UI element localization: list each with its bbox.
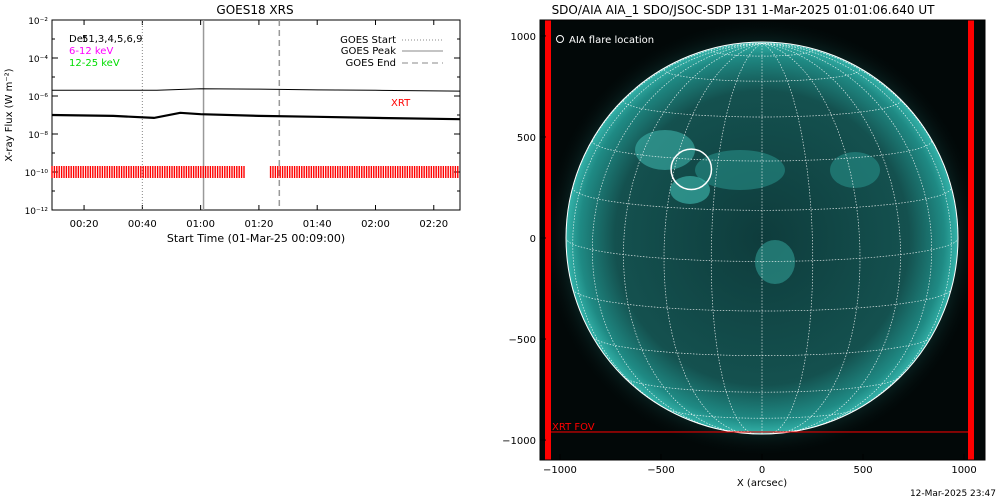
grid-latitude-line bbox=[710, 50, 814, 57]
goes-start-legend: GOES Start bbox=[340, 35, 396, 46]
grid-longitude-line bbox=[761, 43, 901, 433]
grid-longitude-line bbox=[761, 43, 861, 434]
grid-longitude-line bbox=[623, 43, 763, 433]
aia-y-tick-label: −1000 bbox=[502, 436, 536, 447]
goes-x-tick-label: 01:40 bbox=[303, 219, 332, 230]
goes-x-tick-label: 00:40 bbox=[128, 219, 157, 230]
goes-x-tick-label: 01:00 bbox=[186, 219, 215, 230]
grid-longitude-line bbox=[591, 43, 763, 430]
goes-y-tick-label: 10⁻⁶ bbox=[28, 93, 48, 103]
aia-x-tick-label: −1000 bbox=[543, 465, 577, 476]
aia-y-tick-label: 500 bbox=[517, 133, 536, 144]
xrt-fov-right-edge bbox=[968, 20, 974, 460]
goes-panel: GOES18 XRS 00:20 00:40 01:00 01:20 01:40 02:0… bbox=[4, 3, 461, 245]
goes-short-channel-line bbox=[51, 111, 461, 121]
xrt-label: XRT bbox=[391, 98, 411, 109]
goes-peak-legend: GOES Peak bbox=[341, 46, 396, 57]
goes-y-tick-label: 10⁻¹⁰ bbox=[25, 169, 49, 179]
aia-x-tick-label: −500 bbox=[647, 465, 674, 476]
grid-longitude-line bbox=[572, 43, 763, 415]
goes-y-tick-label: 10⁻¹² bbox=[25, 207, 49, 217]
goes-end-legend: GOES End bbox=[346, 58, 396, 69]
grid-longitude-line bbox=[761, 43, 933, 430]
aia-y-tick-label: 1000 bbox=[511, 32, 536, 43]
grid-longitude-line bbox=[710, 43, 763, 434]
aia-y-tick-label: 0 bbox=[530, 234, 536, 245]
det-label: Det bbox=[69, 34, 87, 45]
goes-long-channel-line bbox=[52, 88, 461, 92]
goes-legend-left: Det 51,3,4,5,6,9 6-12 keV 12-25 keV bbox=[69, 34, 142, 69]
grid-latitude-line bbox=[623, 100, 901, 118]
heliographic-grid bbox=[566, 43, 958, 434]
grid-latitude-line bbox=[624, 377, 900, 393]
grid-longitude-line bbox=[761, 43, 814, 434]
grid-longitude-line bbox=[761, 43, 958, 239]
flare-location-circle bbox=[670, 148, 713, 191]
goes-x-tick-label: 02:20 bbox=[419, 219, 448, 230]
aia-x-axis-label: X (arcsec) bbox=[737, 478, 787, 489]
goes-title: GOES18 XRS bbox=[216, 3, 293, 17]
goes-legend-right: GOES Start GOES Peak GOES End XRT bbox=[340, 35, 443, 109]
flare-legend-text: AIA flare location bbox=[569, 35, 654, 46]
goes-y-tick-label: 10⁻² bbox=[28, 17, 48, 27]
aia-title: SDO/AIA AIA_1 SDO/JSOC-SDP 131 1-Mar-202… bbox=[552, 3, 936, 17]
goes-x-tick-label: 01:20 bbox=[245, 219, 274, 230]
aia-x-tick-label: 1000 bbox=[951, 465, 976, 476]
goes-y-tick-label: 10⁻⁴ bbox=[28, 55, 48, 65]
goes-x-tick-label: 00:20 bbox=[70, 219, 99, 230]
grid-longitude-line bbox=[761, 43, 952, 415]
grid-latitude-line bbox=[663, 69, 861, 82]
aia-x-axis: −1000 −500 0 500 1000 bbox=[543, 454, 977, 476]
footer-timestamp: 12-Mar-2025 23:47 bbox=[910, 489, 996, 499]
goes-y-tick-label: 10⁻⁸ bbox=[28, 131, 48, 141]
solar-limb bbox=[565, 41, 959, 435]
xrt-fov-label: XRT FOV bbox=[552, 422, 595, 433]
grid-latitude-line bbox=[572, 187, 952, 211]
goes-x-tick-label: 02:00 bbox=[361, 219, 390, 230]
active-regions bbox=[635, 130, 880, 284]
aia-x-tick-label: 500 bbox=[853, 465, 872, 476]
grid-longitude-line bbox=[663, 43, 763, 434]
aia-y-tick-label: −500 bbox=[509, 335, 536, 346]
aia-x-tick-label: 0 bbox=[759, 465, 765, 476]
band-high-label: 12-25 keV bbox=[69, 58, 120, 69]
grid-longitude-line bbox=[566, 43, 763, 239]
aia-panel: SDO/AIA AIA_1 SDO/JSOC-SDP 131 1-Mar-202… bbox=[502, 3, 986, 489]
flare-legend-marker bbox=[556, 35, 564, 43]
goes-x-axis-label: Start Time (01-Mar-25 00:09:00) bbox=[167, 232, 345, 245]
goes-series-group bbox=[51, 88, 461, 121]
band-low-label: 6-12 keV bbox=[69, 46, 113, 57]
aia-y-axis: −1000 −500 0 500 1000 bbox=[502, 32, 546, 447]
xrt-coverage-bars bbox=[51, 166, 459, 178]
goes-x-axis: 00:20 00:40 01:00 01:20 01:40 02:00 02:20 bbox=[70, 20, 448, 230]
det-values: 51,3,4,5,6,9 bbox=[82, 34, 142, 45]
xrt-fov-left-edge bbox=[545, 20, 551, 460]
grid-latitude-line bbox=[572, 289, 952, 312]
goes-y-axis-label: X-ray Flux (W m⁻²) bbox=[4, 68, 15, 161]
